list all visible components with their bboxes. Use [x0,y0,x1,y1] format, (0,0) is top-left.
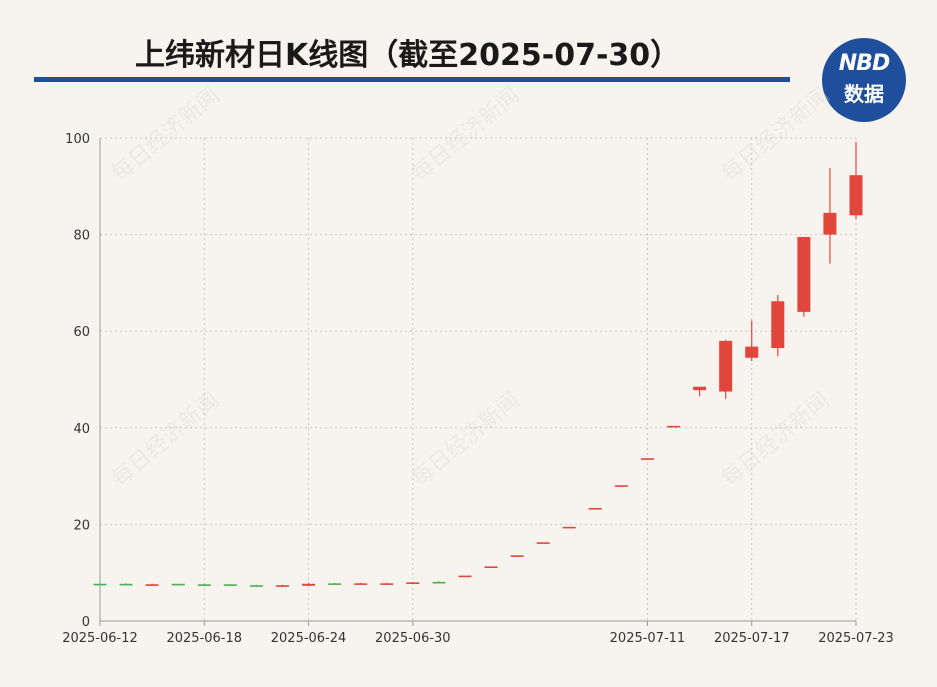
x-tick-label-2: 2025-06-24 [271,631,347,646]
candle-body-9 [328,583,342,585]
candle-body-16 [510,555,524,557]
candle-body-26 [771,301,785,349]
watermark-text-1: 每日经济新闻 [407,83,524,187]
candle-body-13 [432,581,446,584]
nbd-logo: NBD 数据 [822,38,906,122]
watermark-text-5: 每日经济新闻 [717,388,834,492]
candle-body-19 [588,507,602,510]
title-underline [34,77,790,82]
candle-body-3 [171,583,185,586]
candle-body-22 [667,425,681,428]
logo-text-bottom: 数据 [844,82,884,106]
candle-body-4 [197,584,211,586]
y-tick-label-1: 20 [73,518,90,533]
candle-body-17 [536,542,550,544]
candle-body-6 [249,585,263,587]
x-tick-label-4: 2025-07-11 [610,631,686,646]
candle-body-10 [354,583,368,585]
candle-body-8 [302,583,316,586]
candle-body-2 [145,584,159,586]
candle-body-28 [823,212,837,235]
x-tick-label-1: 2025-06-18 [166,631,242,646]
candle-body-15 [484,566,498,569]
candle-body-20 [614,485,628,487]
candle-body-29 [849,175,863,216]
x-tick-label-0: 2025-06-12 [62,631,138,646]
y-tick-label-0: 0 [82,615,90,630]
candle-body-27 [797,237,811,312]
candle-body-0 [93,583,107,586]
candle-body-18 [562,526,576,529]
x-tick-label-6: 2025-07-23 [818,631,894,646]
chart-title: 上纬新材日K线图（截至2025-07-30） [135,38,681,73]
candle-body-23 [693,386,707,391]
watermark-text-4: 每日经济新闻 [407,388,524,492]
candle-body-7 [275,585,289,587]
y-tick-label-2: 40 [73,422,90,437]
watermark-text-2: 每日经济新闻 [717,83,834,187]
y-tick-label-3: 60 [73,325,90,340]
y-tick-label-5: 100 [65,132,90,147]
candle-body-24 [719,340,733,392]
watermark-text-0: 每日经济新闻 [107,83,224,187]
candle-body-25 [745,346,759,358]
logo-text-top: NBD [838,51,890,76]
y-tick-label-4: 80 [73,229,90,244]
candle-body-11 [380,583,394,585]
axes-layer: 0 20 40 60 80 100 2025-06-12 2025-06-18 2025-06-… [62,132,894,646]
grid-layer [99,137,857,621]
x-tick-label-3: 2025-06-30 [375,631,451,646]
x-tick-label-5: 2025-07-17 [714,631,790,646]
candle-body-14 [458,575,472,578]
watermark-text-3: 每日经济新闻 [107,388,224,492]
candle-body-12 [406,582,420,584]
candle-body-1 [119,583,133,586]
candles-layer [93,141,863,587]
candle-body-5 [223,584,237,586]
candle-body-21 [640,458,654,460]
